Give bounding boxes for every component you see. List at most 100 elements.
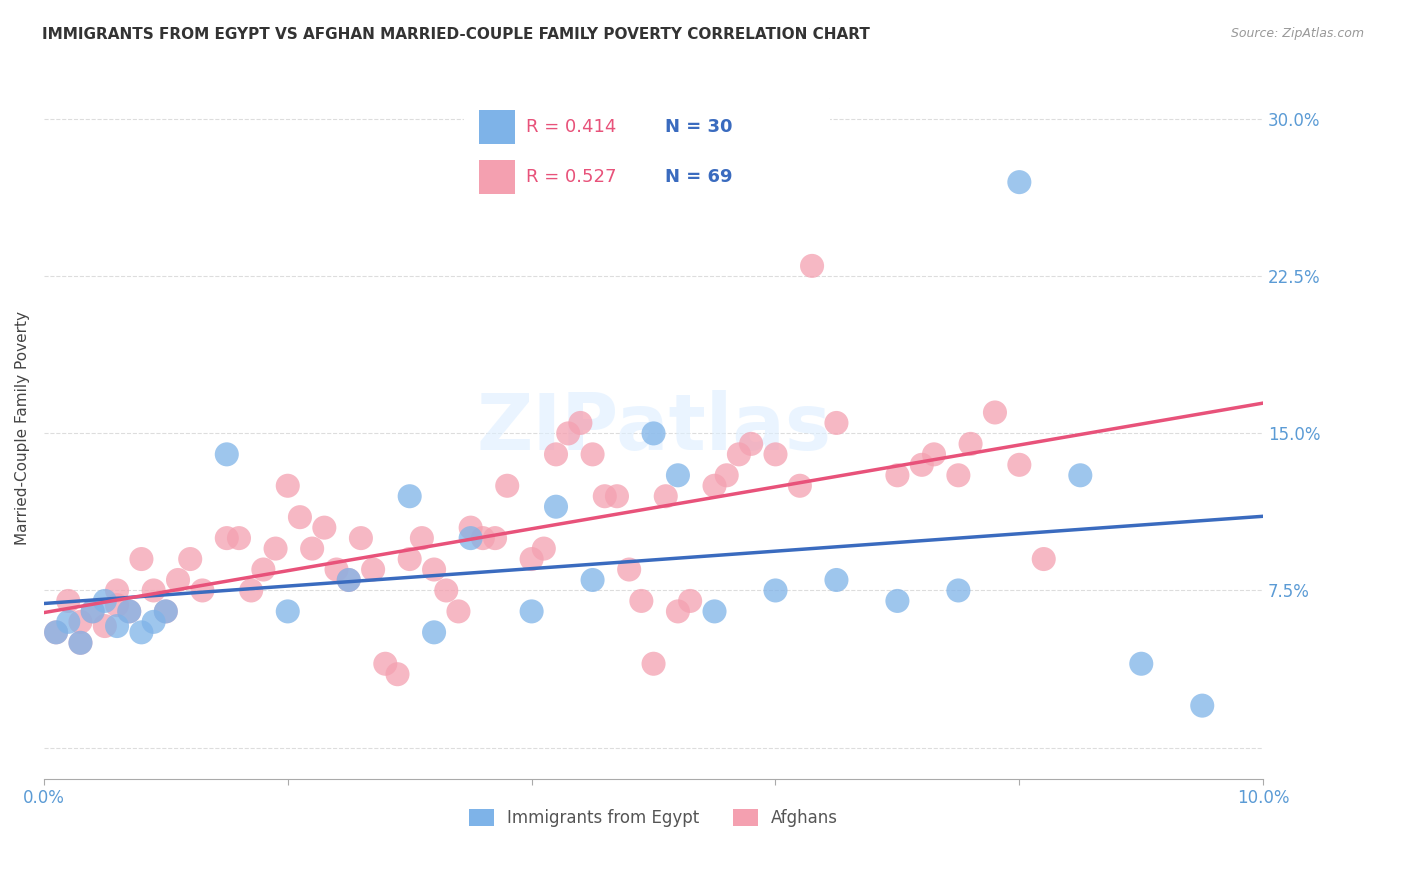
Point (886, 468, 908, 483)
Point (277, 604, 299, 618)
Point (1032, 552, 1054, 566)
Text: R = 0.527: R = 0.527 (526, 169, 617, 186)
Point (581, 447, 603, 461)
Point (337, 573, 360, 587)
Point (191, 583, 214, 598)
Point (155, 604, 177, 618)
Point (94, 594, 117, 608)
Point (215, 447, 238, 461)
Point (825, 416, 848, 430)
Point (655, 489, 678, 503)
Text: N = 69: N = 69 (665, 169, 733, 186)
Legend: Immigrants from Egypt, Afghans: Immigrants from Egypt, Afghans (463, 802, 845, 834)
Point (350, 531, 373, 545)
Point (544, 500, 567, 514)
Point (765, 447, 787, 461)
Point (325, 562, 347, 576)
Point (167, 573, 190, 587)
Point (82, 604, 104, 618)
Point (922, 447, 945, 461)
Point (765, 583, 787, 598)
Point (94, 619, 117, 633)
Point (557, 426, 579, 441)
Text: ZIPatlas: ZIPatlas (477, 390, 831, 467)
Point (411, 531, 433, 545)
Point (252, 562, 274, 576)
Point (118, 604, 141, 618)
Point (434, 583, 457, 598)
Point (825, 573, 848, 587)
Point (911, 458, 934, 472)
Point (740, 437, 762, 451)
Point (398, 552, 420, 566)
Point (105, 583, 128, 598)
Point (82, 604, 104, 618)
Point (679, 594, 702, 608)
Point (520, 552, 543, 566)
Point (69, 615, 91, 629)
Point (118, 604, 141, 618)
Point (496, 479, 519, 493)
Point (105, 619, 128, 633)
Point (215, 531, 238, 545)
Point (948, 468, 970, 483)
Point (460, 531, 482, 545)
Point (617, 562, 640, 576)
Point (471, 531, 494, 545)
Point (45, 625, 67, 640)
Point (801, 259, 824, 273)
Point (45, 625, 67, 640)
Y-axis label: Married-Couple Family Poverty: Married-Couple Family Poverty (15, 311, 30, 545)
Point (374, 657, 396, 671)
Point (581, 573, 603, 587)
Point (606, 489, 628, 503)
Point (131, 625, 153, 640)
FancyBboxPatch shape (460, 97, 834, 206)
Point (666, 604, 689, 618)
Point (155, 604, 177, 618)
Point (69, 636, 91, 650)
Point (264, 541, 287, 556)
Point (58, 615, 80, 629)
Point (520, 604, 543, 618)
Point (533, 541, 555, 556)
Point (1008, 458, 1031, 472)
Point (337, 573, 360, 587)
Point (423, 562, 446, 576)
Point (142, 615, 165, 629)
Point (569, 416, 592, 430)
Text: Source: ZipAtlas.com: Source: ZipAtlas.com (1230, 27, 1364, 40)
Point (728, 447, 751, 461)
Point (1008, 175, 1031, 189)
Point (593, 489, 616, 503)
Point (179, 552, 201, 566)
Point (484, 531, 506, 545)
Point (1191, 698, 1213, 713)
Point (240, 583, 263, 598)
Point (703, 479, 725, 493)
FancyBboxPatch shape (478, 110, 515, 145)
Point (630, 594, 652, 608)
Point (959, 437, 981, 451)
Point (886, 594, 908, 608)
Point (447, 604, 470, 618)
Point (105, 598, 128, 612)
Point (387, 667, 409, 681)
Point (58, 594, 80, 608)
Point (984, 405, 1007, 419)
Point (460, 521, 482, 535)
Point (544, 447, 567, 461)
Point (789, 479, 811, 493)
Text: IMMIGRANTS FROM EGYPT VS AFGHAN MARRIED-COUPLE FAMILY POVERTY CORRELATION CHART: IMMIGRANTS FROM EGYPT VS AFGHAN MARRIED-… (42, 27, 870, 42)
Point (69, 636, 91, 650)
Point (643, 426, 665, 441)
Point (1130, 657, 1153, 671)
Point (314, 521, 336, 535)
Point (301, 541, 323, 556)
Text: R = 0.414: R = 0.414 (526, 118, 616, 136)
Point (643, 657, 665, 671)
Point (666, 468, 689, 483)
Point (142, 583, 165, 598)
Point (228, 531, 250, 545)
FancyBboxPatch shape (478, 161, 515, 194)
